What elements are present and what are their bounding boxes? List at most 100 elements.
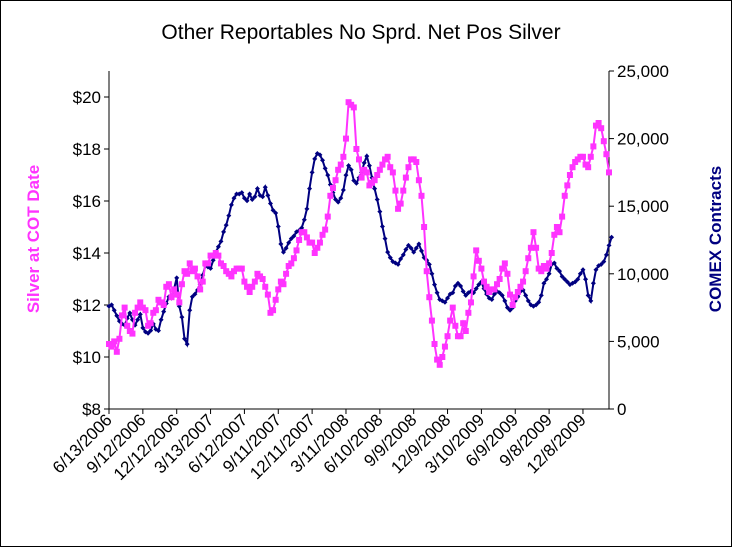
silver-point bbox=[452, 322, 459, 329]
contracts-point bbox=[239, 190, 245, 196]
silver-point bbox=[441, 343, 448, 350]
silver-point bbox=[395, 205, 402, 212]
contracts-point bbox=[223, 222, 229, 228]
contracts-point bbox=[551, 260, 557, 266]
contracts-point bbox=[408, 245, 414, 251]
silver-point bbox=[499, 265, 506, 272]
silver-point bbox=[301, 229, 308, 236]
contracts-point bbox=[523, 292, 529, 298]
contracts-point bbox=[226, 213, 232, 219]
silver-point bbox=[311, 250, 318, 256]
silver-point bbox=[322, 226, 329, 233]
contracts-point bbox=[405, 242, 411, 248]
contracts-point bbox=[215, 244, 221, 250]
silver-point bbox=[173, 291, 180, 298]
right-tick-label: 25,000 bbox=[617, 62, 669, 81]
contracts-point bbox=[111, 307, 117, 313]
silver-point bbox=[121, 304, 128, 311]
contracts-point bbox=[562, 276, 568, 282]
contracts-point bbox=[140, 325, 146, 331]
contracts-point bbox=[114, 313, 120, 319]
silver-point bbox=[402, 174, 409, 181]
contracts-point bbox=[546, 271, 552, 277]
silver-point bbox=[590, 143, 597, 150]
silver-point bbox=[186, 260, 193, 267]
silver-point bbox=[418, 192, 425, 199]
silver-point bbox=[316, 239, 323, 246]
silver-point bbox=[324, 213, 331, 220]
silver-point bbox=[494, 281, 501, 288]
silver-point bbox=[460, 320, 467, 327]
contracts-point bbox=[434, 290, 440, 296]
contracts-point bbox=[286, 240, 292, 246]
right-axis-ticks: 0 5,000 10,000 15,000 20,000 25,000 bbox=[609, 62, 669, 419]
contracts-point bbox=[489, 296, 495, 302]
contracts-point bbox=[283, 245, 289, 251]
contracts-point bbox=[208, 265, 214, 271]
contracts-point bbox=[583, 276, 589, 282]
silver-point bbox=[426, 294, 433, 301]
silver-point bbox=[178, 281, 185, 288]
contracts-point bbox=[499, 292, 505, 298]
contracts-point bbox=[497, 290, 503, 296]
silver-point bbox=[134, 304, 141, 311]
silver-point bbox=[481, 278, 487, 285]
silver-point bbox=[184, 270, 191, 277]
silver-point bbox=[561, 192, 568, 199]
silver-point bbox=[512, 294, 519, 301]
contracts-point bbox=[280, 249, 286, 255]
silver-point bbox=[595, 120, 602, 126]
contracts-point bbox=[273, 210, 279, 216]
silver-point bbox=[579, 153, 586, 160]
contracts-point bbox=[580, 267, 586, 273]
silver-point bbox=[168, 294, 175, 301]
silver-point bbox=[397, 200, 404, 207]
silver-point bbox=[108, 343, 115, 350]
contracts-point bbox=[179, 314, 185, 320]
contracts-point bbox=[288, 236, 294, 242]
contracts-point bbox=[182, 336, 188, 342]
contracts-point bbox=[379, 223, 385, 229]
silver-point bbox=[585, 164, 592, 171]
silver-point bbox=[246, 289, 253, 295]
contracts-point bbox=[473, 286, 479, 292]
chart-title: Other Reportables No Sprd. Net Pos Silve… bbox=[161, 21, 560, 44]
contracts-point bbox=[221, 229, 227, 235]
contracts-point bbox=[291, 233, 297, 239]
silver-point bbox=[228, 273, 235, 280]
left-tick-label: $8 bbox=[82, 400, 101, 419]
silver-point bbox=[527, 244, 534, 251]
silver-point bbox=[606, 169, 612, 176]
contracts-point bbox=[174, 275, 180, 281]
silver-point bbox=[270, 307, 277, 314]
contracts-point bbox=[544, 276, 549, 282]
contracts-point bbox=[228, 202, 234, 208]
silver-point bbox=[275, 286, 282, 293]
contracts-point bbox=[491, 291, 497, 297]
silver-point bbox=[142, 307, 149, 314]
silver-point bbox=[244, 283, 251, 290]
silver-point bbox=[434, 356, 441, 363]
contracts-point bbox=[575, 276, 581, 282]
contracts-point bbox=[538, 292, 544, 298]
silver-point bbox=[119, 312, 126, 319]
silver-point bbox=[238, 265, 245, 272]
silver-point bbox=[358, 174, 365, 181]
silver-point bbox=[379, 161, 386, 168]
silver-point bbox=[543, 265, 550, 272]
contracts-point bbox=[502, 298, 508, 304]
silver-point bbox=[467, 299, 474, 306]
silver-point bbox=[215, 252, 222, 259]
silver-point bbox=[353, 146, 360, 152]
left-tick-label: $10 bbox=[73, 348, 101, 367]
contracts-point bbox=[533, 302, 539, 308]
contracts-point bbox=[346, 163, 352, 169]
contracts-point bbox=[450, 290, 456, 296]
contracts-point bbox=[364, 153, 370, 159]
silver-point bbox=[303, 234, 310, 241]
contracts-point bbox=[338, 195, 344, 201]
contracts-point bbox=[333, 196, 339, 202]
silver-point bbox=[538, 268, 545, 275]
